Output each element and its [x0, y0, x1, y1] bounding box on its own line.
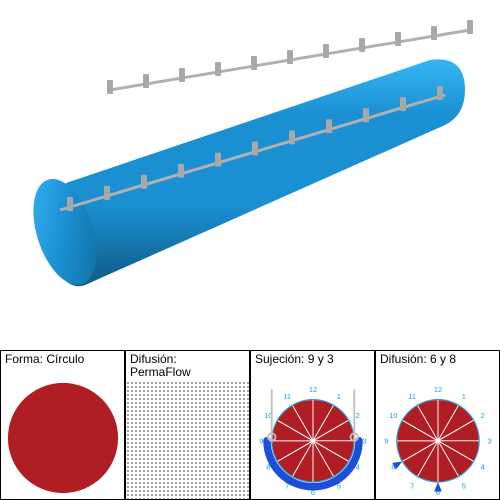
- svg-text:12: 12: [308, 385, 316, 394]
- svg-text:9: 9: [259, 437, 263, 446]
- panel-body-perma: [126, 381, 249, 499]
- dot-grid: [126, 381, 249, 499]
- panel-difusion-perma: Difusión: PermaFlow: [125, 350, 250, 500]
- svg-text:4: 4: [480, 462, 484, 471]
- panel-body-forma: [1, 377, 124, 499]
- panel-title-dif68: Difusión: 6 y 8: [376, 351, 499, 377]
- svg-text:1: 1: [336, 392, 340, 401]
- svg-text:2: 2: [355, 411, 359, 420]
- panel-row: Forma: Círculo Difusión: PermaFlow Sujec…: [0, 350, 500, 500]
- panel-body-sujecion: 121234567891011: [251, 377, 374, 499]
- panel-title-sujecion: Sujeción: 9 y 3: [251, 351, 374, 377]
- panel-sujecion: Sujeción: 9 y 3 121234567891011: [250, 350, 375, 500]
- svg-text:5: 5: [461, 481, 465, 490]
- panel-body-dif68: 121234567891011: [376, 377, 499, 499]
- svg-text:12: 12: [433, 385, 441, 394]
- clock-sujecion: 121234567891011: [252, 377, 374, 499]
- cylinder-body: [21, 59, 465, 293]
- svg-text:9: 9: [384, 437, 388, 446]
- circle-svg: [4, 379, 122, 497]
- cylinder-3d-view: [0, 0, 500, 350]
- shape-circle: [7, 383, 117, 493]
- cylinder-svg: [0, 0, 500, 350]
- panel-forma: Forma: Círculo: [0, 350, 125, 500]
- svg-text:10: 10: [389, 411, 397, 420]
- svg-text:2: 2: [480, 411, 484, 420]
- svg-text:3: 3: [362, 437, 366, 446]
- clock-dif68: 121234567891011: [377, 377, 499, 499]
- svg-text:1: 1: [461, 392, 465, 401]
- panel-difusion-68: Difusión: 6 y 8 121234567891011: [375, 350, 500, 500]
- svg-text:11: 11: [408, 392, 416, 401]
- panel-title-forma: Forma: Círculo: [1, 351, 124, 377]
- svg-text:11: 11: [283, 392, 291, 401]
- panel-title-perma: Difusión: PermaFlow: [126, 351, 249, 381]
- svg-text:7: 7: [410, 481, 414, 490]
- svg-text:3: 3: [487, 437, 491, 446]
